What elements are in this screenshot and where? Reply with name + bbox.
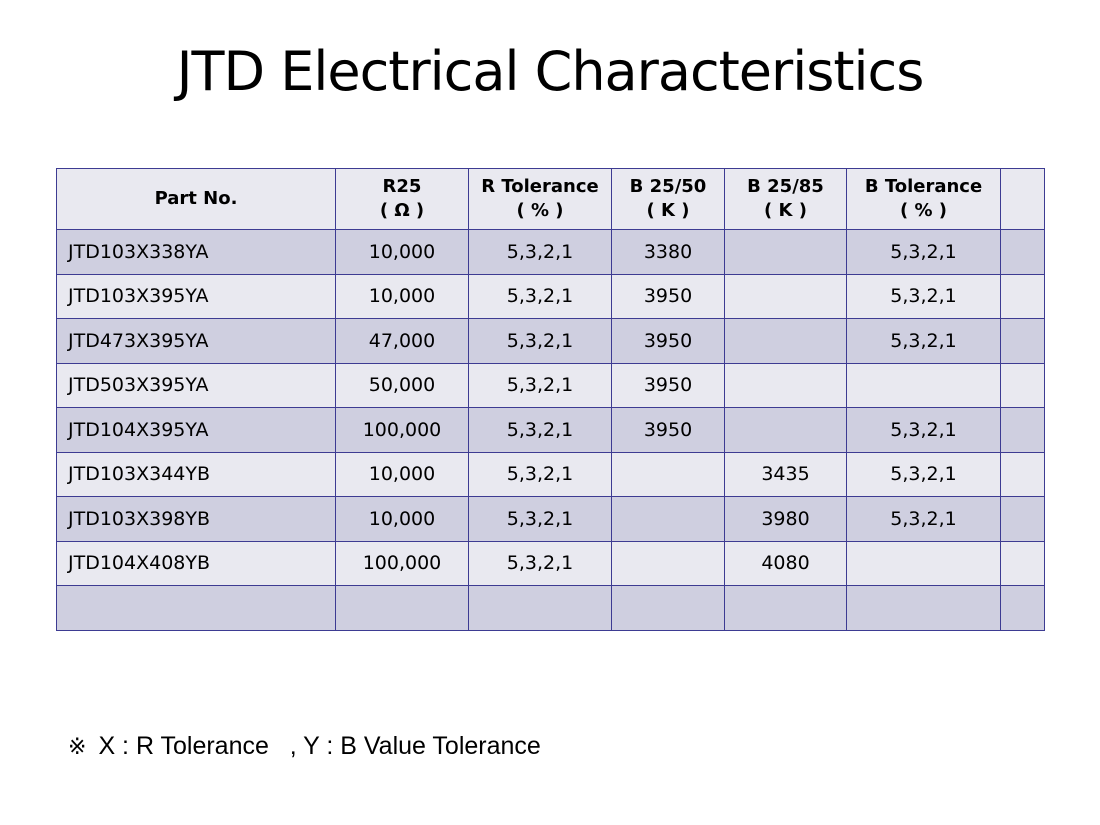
cell-b-tolerance: 5,3,2,1 (846, 229, 1001, 275)
cell-b-25-50: 3950 (611, 273, 725, 319)
cell-part-no: JTD473X395YA (56, 318, 336, 364)
cell-b-25-50: 3380 (611, 229, 725, 275)
cell-b-25-85 (724, 273, 847, 319)
cell-r-tolerance: 5,3,2,1 (468, 496, 612, 542)
cell-part-no: JTD104X408YB (56, 540, 336, 586)
cell-b-25-85: 3435 (724, 451, 847, 497)
table-row: JTD103X344YB 10,000 5,3,2,1 3435 5,3,2,1 (56, 451, 1045, 497)
cell-b-tolerance: 5,3,2,1 (846, 451, 1001, 497)
cell-r-tolerance: 5,3,2,1 (468, 229, 612, 275)
electrical-characteristics-table: Part No. R25 ( Ω ) R Tolerance ( % ) B 2… (56, 168, 1045, 631)
cell-b-tolerance: 5,3,2,1 (846, 407, 1001, 453)
header-label: B Tolerance (864, 176, 983, 197)
cell-extra (1000, 540, 1045, 586)
cell-b-25-85: 3980 (724, 496, 847, 542)
cell-r-tolerance: 5,3,2,1 (468, 407, 612, 453)
cell-part-no: JTD103X395YA (56, 273, 336, 319)
cell-part-no (56, 585, 336, 631)
cell-r-tolerance (468, 585, 612, 631)
cell-r-tolerance: 5,3,2,1 (468, 451, 612, 497)
cell-r-tolerance: 5,3,2,1 (468, 318, 612, 364)
header-empty (1000, 168, 1045, 230)
cell-part-no: JTD103X398YB (56, 496, 336, 542)
cell-extra (1000, 362, 1045, 408)
table-row: JTD103X398YB 10,000 5,3,2,1 3980 5,3,2,1 (56, 496, 1045, 542)
header-label: B 25/50 (629, 176, 707, 197)
cell-part-no: JTD103X344YB (56, 451, 336, 497)
cell-b-25-50 (611, 585, 725, 631)
header-r25: R25 ( Ω ) (335, 168, 469, 230)
table-row: JTD103X395YA 10,000 5,3,2,1 3950 5,3,2,1 (56, 273, 1045, 319)
header-label: R Tolerance (481, 176, 599, 197)
header-b-tolerance: B Tolerance ( % ) (846, 168, 1001, 230)
header-unit: ( % ) (899, 200, 948, 221)
header-unit: ( % ) (516, 200, 564, 221)
table-row (56, 585, 1045, 631)
header-label: Part No. (154, 188, 238, 209)
reference-mark-icon: ※ (68, 735, 87, 760)
cell-b-25-85: 4080 (724, 540, 847, 586)
cell-b-tolerance (846, 362, 1001, 408)
header-unit: ( K ) (764, 200, 807, 221)
cell-part-no: JTD503X395YA (56, 362, 336, 408)
cell-extra (1000, 273, 1045, 319)
header-unit: ( K ) (646, 200, 690, 221)
slide-title: JTD Electrical Characteristics (176, 40, 925, 103)
cell-b-25-85 (724, 407, 847, 453)
cell-extra (1000, 451, 1045, 497)
cell-b-25-50 (611, 540, 725, 586)
cell-extra (1000, 318, 1045, 364)
cell-b-tolerance (846, 540, 1001, 586)
header-label: R25 (382, 176, 422, 197)
cell-r25: 10,000 (335, 496, 469, 542)
table-row: JTD104X395YA 100,000 5,3,2,1 3950 5,3,2,1 (56, 407, 1045, 453)
cell-r25: 50,000 (335, 362, 469, 408)
cell-r25: 10,000 (335, 229, 469, 275)
cell-r25: 10,000 (335, 273, 469, 319)
cell-b-25-85 (724, 362, 847, 408)
cell-r25 (335, 585, 469, 631)
table-row: JTD103X338YA 10,000 5,3,2,1 3380 5,3,2,1 (56, 229, 1045, 275)
cell-b-25-50: 3950 (611, 362, 725, 408)
header-b-25-85: B 25/85 ( K ) (724, 168, 847, 230)
cell-b-25-50 (611, 451, 725, 497)
cell-b-25-50: 3950 (611, 407, 725, 453)
header-b-25-50: B 25/50 ( K ) (611, 168, 725, 230)
cell-extra (1000, 407, 1045, 453)
cell-r25: 47,000 (335, 318, 469, 364)
footnote-text: X : R Tolerance , Y : B Value Tolerance (98, 732, 541, 760)
cell-b-tolerance: 5,3,2,1 (846, 318, 1001, 364)
header-part-no: Part No. (56, 168, 336, 230)
cell-b-tolerance: 5,3,2,1 (846, 496, 1001, 542)
header-unit: ( Ω ) (379, 200, 425, 221)
table-row: JTD473X395YA 47,000 5,3,2,1 3950 5,3,2,1 (56, 318, 1045, 364)
cell-extra (1000, 229, 1045, 275)
cell-part-no: JTD103X338YA (56, 229, 336, 275)
table-row: JTD503X395YA 50,000 5,3,2,1 3950 (56, 362, 1045, 408)
cell-b-25-85 (724, 318, 847, 364)
header-r-tolerance: R Tolerance ( % ) (468, 168, 612, 230)
header-label: B 25/85 (747, 176, 824, 197)
cell-r25: 100,000 (335, 407, 469, 453)
cell-part-no: JTD104X395YA (56, 407, 336, 453)
table-row: JTD104X408YB 100,000 5,3,2,1 4080 (56, 540, 1045, 586)
cell-b-25-85 (724, 229, 847, 275)
cell-r-tolerance: 5,3,2,1 (468, 273, 612, 319)
cell-extra (1000, 585, 1045, 631)
header-row: Part No. R25 ( Ω ) R Tolerance ( % ) B 2… (56, 168, 1045, 230)
cell-b-25-85 (724, 585, 847, 631)
cell-r-tolerance: 5,3,2,1 (468, 540, 612, 586)
cell-r25: 10,000 (335, 451, 469, 497)
footnote: ※ X : R Tolerance , Y : B Value Tolerance (68, 732, 541, 761)
cell-b-25-50 (611, 496, 725, 542)
cell-b-tolerance: 5,3,2,1 (846, 273, 1001, 319)
cell-r-tolerance: 5,3,2,1 (468, 362, 612, 408)
cell-b-tolerance (846, 585, 1001, 631)
cell-r25: 100,000 (335, 540, 469, 586)
cell-extra (1000, 496, 1045, 542)
cell-b-25-50: 3950 (611, 318, 725, 364)
